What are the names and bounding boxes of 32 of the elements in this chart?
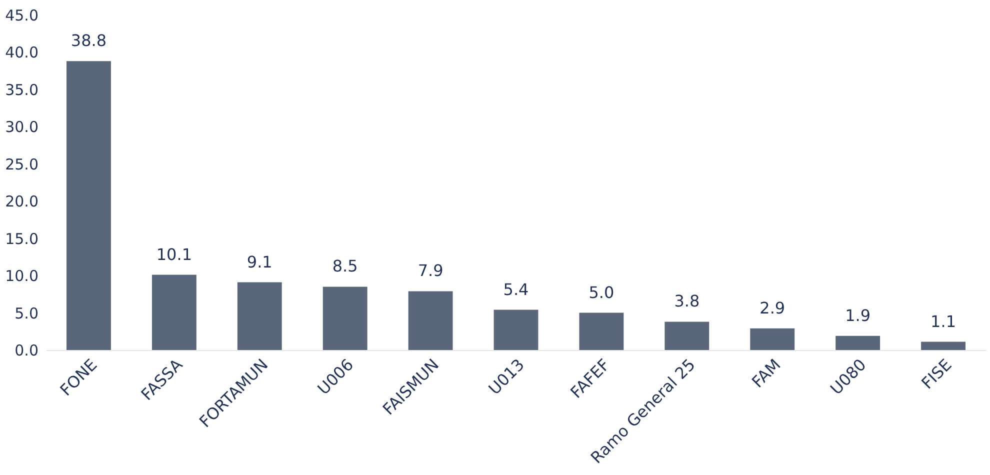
bar — [579, 312, 624, 350]
data-label: 38.8 — [70, 31, 107, 50]
data-label: 7.9 — [418, 261, 444, 280]
y-tick-label: 15.0 — [5, 230, 38, 248]
bar — [237, 282, 282, 350]
data-label: 1.9 — [845, 306, 871, 325]
y-tick-label: 25.0 — [5, 155, 38, 174]
bar — [494, 310, 538, 350]
data-label: 9.1 — [246, 252, 272, 272]
data-label: 3.8 — [674, 292, 700, 311]
data-label: 10.1 — [156, 244, 192, 264]
bar — [152, 274, 196, 350]
bar — [408, 291, 453, 350]
y-tick-label: 0.0 — [14, 342, 38, 360]
y-tick-label: 45.0 — [5, 6, 38, 24]
y-tick-label: 10.0 — [5, 267, 38, 286]
bar — [836, 336, 880, 350]
y-tick-label: 30.0 — [5, 118, 38, 136]
bar — [750, 328, 795, 350]
bar — [322, 286, 368, 350]
y-tick-label: 40.0 — [5, 44, 38, 62]
data-label: 5.4 — [503, 280, 529, 299]
bar — [921, 342, 966, 350]
data-label: 8.5 — [332, 256, 358, 276]
data-label: 1.1 — [930, 312, 956, 331]
y-tick-label: 35.0 — [5, 80, 38, 99]
y-tick-label: 20.0 — [5, 192, 38, 211]
bar — [66, 61, 111, 350]
data-label: 5.0 — [588, 282, 614, 302]
data-label: 2.9 — [760, 298, 786, 318]
bar — [664, 322, 710, 350]
y-tick-label: 5.0 — [14, 304, 38, 322]
